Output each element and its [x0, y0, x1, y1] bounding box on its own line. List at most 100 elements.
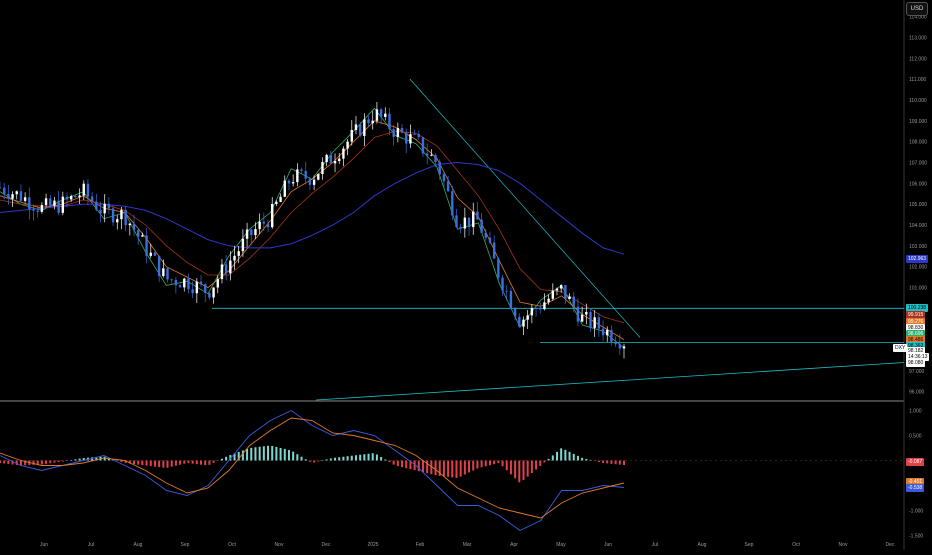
candle-body [333, 161, 337, 164]
candle-body [321, 162, 324, 174]
macd-histogram-bar [36, 460, 39, 465]
candle-body [86, 183, 90, 197]
candle-body [229, 260, 232, 274]
macd-histogram-bar [442, 460, 445, 477]
candle-body [338, 158, 341, 162]
price-tick-label: 108.000 [909, 140, 927, 146]
candle-body [32, 209, 35, 211]
macd-histogram-bar [417, 460, 420, 472]
candle-body [572, 296, 575, 307]
candle-body [262, 221, 266, 224]
candle-body [141, 235, 144, 237]
macd-histogram-bar [229, 454, 232, 461]
candle-body [317, 173, 320, 180]
macd-histogram-bar [468, 460, 471, 473]
macd-histogram-bar [509, 460, 512, 475]
macd-histogram-bar [535, 460, 538, 470]
candle-body [99, 209, 102, 214]
candle-body [564, 285, 567, 299]
candle-body [287, 180, 291, 184]
macd-histogram-bar [380, 457, 383, 461]
macd-histogram-bar [204, 460, 207, 466]
candle-body [271, 204, 274, 228]
price-tick-label: 105.000 [909, 202, 927, 208]
macd-histogram-bar [593, 460, 596, 461]
price-tag: 98.830 [906, 324, 926, 332]
macd-histogram-bar [3, 460, 6, 464]
candle-body [95, 201, 98, 210]
candle-body [434, 154, 437, 162]
candle-body [329, 154, 333, 164]
macd-histogram-bar [409, 460, 412, 470]
macd-histogram-bar [463, 460, 466, 475]
macd-histogram-bar [137, 460, 140, 465]
candle-body [162, 268, 165, 277]
candle-body [49, 198, 52, 206]
macd-histogram-bar [602, 460, 605, 463]
macd-histogram-bar [187, 460, 190, 464]
candle-body [576, 306, 580, 322]
price-tick-label: 107.000 [909, 161, 927, 167]
price-tick-label: 112.000 [909, 56, 927, 62]
macd-histogram-bar [568, 451, 571, 461]
candle-body [497, 258, 500, 278]
candle-body [44, 198, 48, 206]
candle-body [451, 191, 454, 216]
macd-histogram-bar [505, 460, 508, 471]
candle-body [446, 181, 450, 192]
macd-histogram-bar [551, 455, 554, 461]
macd-histogram-bar [191, 460, 194, 464]
candle-body [559, 285, 563, 289]
macd-histogram-bar [19, 460, 22, 466]
candle-body [111, 208, 115, 223]
time-tick-label: Aug [134, 542, 143, 548]
price-tick-label: 102.000 [909, 265, 927, 271]
macd-histogram-bar [11, 460, 14, 465]
macd-histogram-bar [153, 460, 156, 467]
candle-body [342, 148, 345, 159]
macd-histogram-bar [170, 460, 173, 467]
candle-body [526, 315, 529, 320]
macd-histogram-bar [7, 460, 10, 465]
macd-histogram-bar [300, 456, 303, 461]
macd-histogram-bar [589, 459, 592, 461]
macd-histogram-bar [40, 460, 43, 465]
macd-histogram-bar [354, 455, 357, 461]
candle-body [375, 109, 379, 121]
candle-body [296, 169, 299, 183]
candle-body [11, 194, 14, 199]
macd-plot [0, 409, 625, 532]
candle-body [199, 281, 203, 285]
candle-body [438, 161, 441, 175]
candle-body [250, 229, 253, 236]
macd-histogram-bar [254, 447, 257, 461]
macd-histogram-bar [401, 460, 404, 468]
macd-histogram-bar [95, 457, 98, 461]
time-tick-label: Jul [652, 542, 658, 548]
price-tag: 98.182 [906, 347, 926, 355]
macd-histogram-bar [200, 460, 203, 465]
candle-body [618, 344, 622, 349]
macd-histogram-bar [57, 460, 60, 463]
macd-histogram-bar [66, 460, 69, 461]
macd-histogram-bar [572, 453, 575, 461]
time-tick-label: Feb [416, 542, 425, 548]
price-tick-label: 113.000 [909, 36, 927, 42]
macd-histogram-bar [45, 460, 48, 464]
macd-histogram-bar [530, 460, 533, 474]
candle-body [174, 279, 178, 286]
macd-histogram-bar [371, 453, 374, 461]
candle-body [593, 317, 596, 328]
macd-histogram-bar [116, 460, 119, 461]
candle-body [187, 278, 190, 290]
candle-body [275, 201, 278, 205]
candle-body [589, 311, 592, 328]
time-tick-label: Apr [510, 542, 518, 548]
candle-body [107, 203, 111, 209]
price-tag: 102.963 [906, 255, 929, 263]
candle-body [622, 346, 626, 349]
currency-button[interactable]: USD [906, 2, 928, 16]
price-tag: 100.238 [906, 304, 929, 312]
candle-body [472, 211, 475, 228]
